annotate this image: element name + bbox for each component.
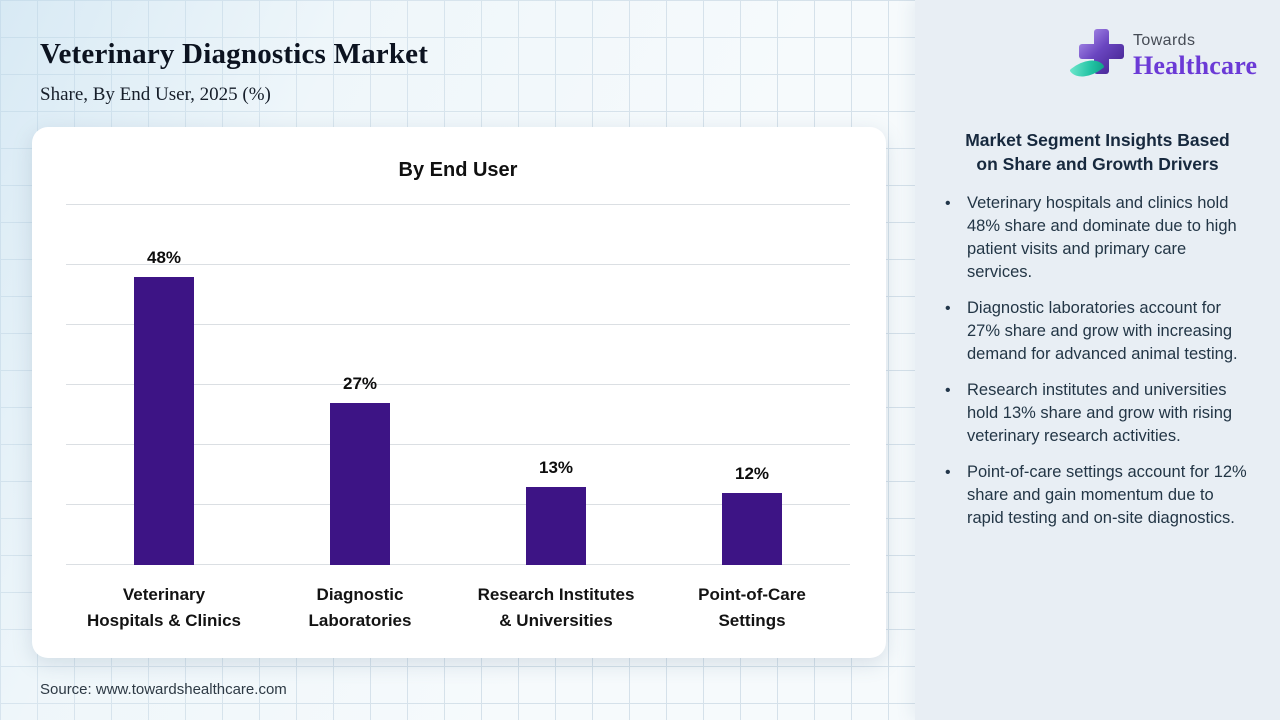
gridline	[66, 384, 850, 385]
source-text: Source: www.towardshealthcare.com	[40, 681, 287, 698]
page-subtitle: Share, By End User, 2025 (%)	[40, 84, 271, 105]
bar-slot: 27%	[262, 205, 458, 565]
logo-text: Towards Healthcare	[1133, 32, 1257, 81]
sidebar-heading-line: on Share and Growth Drivers	[976, 154, 1219, 174]
logo-cross-icon	[1069, 26, 1126, 86]
category-label-line: Laboratories	[308, 611, 412, 630]
gridline	[66, 504, 850, 505]
chart-title: By End User	[398, 159, 518, 181]
gridline	[66, 264, 850, 265]
bullet-dot: •	[945, 300, 951, 317]
page-title: Veterinary Diagnostics Market	[40, 38, 429, 70]
sidebar-heading: Market Segment Insights Based on Share an…	[945, 128, 1250, 176]
logo-line1: Towards	[1133, 32, 1196, 49]
gridline	[66, 204, 850, 205]
insight-text: Veterinary hospitals and clinics hold 48…	[967, 194, 1237, 281]
bar-value-label: 13%	[538, 458, 574, 477]
bar-slot: 13%	[458, 205, 654, 565]
category-label: Diagnostic Laboratories	[262, 582, 458, 634]
category-label: Research Institutes & Universities	[458, 582, 654, 634]
insight-item: • Veterinary hospitals and clinics hold 4…	[945, 192, 1250, 284]
category-axis: Veterinary Hospitals & Clinics Diagnostic L…	[66, 582, 850, 634]
category-label-line: Diagnostic	[316, 585, 404, 604]
insight-item: • Point-of-care settings account for 12% …	[945, 461, 1250, 530]
bar-slot: 48%	[66, 205, 262, 565]
bar	[134, 277, 194, 565]
category-label-line: & Universities	[499, 611, 613, 630]
category-label: Point-of-Care Settings	[654, 582, 850, 634]
bar-value-label: 27%	[342, 374, 378, 393]
category-label-line: Research Institutes	[477, 585, 635, 604]
chart-card: By End User 48% 27% 13% 12% Veterinary Hospi…	[32, 127, 886, 658]
bar	[526, 487, 586, 565]
bar	[330, 403, 390, 565]
insight-item: • Research institutes and universities ho…	[945, 379, 1250, 448]
logo: Towards Healthcare	[1069, 26, 1257, 86]
category-label-line: Point-of-Care	[698, 585, 806, 604]
insight-text: Point-of-care settings account for 12% s…	[967, 463, 1247, 527]
bar	[722, 493, 782, 565]
bar-value-label: 48%	[146, 248, 182, 267]
bar-slot: 12%	[654, 205, 850, 565]
insights-list: • Veterinary hospitals and clinics hold 4…	[945, 192, 1250, 530]
category-label: Veterinary Hospitals & Clinics	[66, 582, 262, 634]
gridline	[66, 324, 850, 325]
bullet-dot: •	[945, 464, 951, 481]
logo-line2: Healthcare	[1133, 51, 1258, 80]
header: Veterinary Diagnostics Market Share, By …	[40, 38, 428, 106]
bar-value-label: 12%	[734, 464, 770, 483]
gridline	[66, 444, 850, 445]
category-label-line: Settings	[718, 611, 786, 630]
category-label-line: Veterinary	[122, 585, 206, 604]
sidebar-heading-line: Market Segment Insights Based	[965, 130, 1230, 150]
insight-text: Research institutes and universities hol…	[967, 381, 1233, 445]
category-label-line: Hospitals & Clinics	[87, 611, 241, 630]
cross-horizontal	[1079, 44, 1124, 59]
bullet-dot: •	[945, 382, 951, 399]
bar-chart-plot: 48% 27% 13% 12%	[66, 204, 850, 565]
gridline	[66, 564, 850, 565]
insight-item: • Diagnostic laboratories account for 27%…	[945, 297, 1250, 366]
bullet-dot: •	[945, 195, 951, 212]
sidebar: Market Segment Insights Based on Share an…	[915, 0, 1280, 720]
insight-text: Diagnostic laboratories account for 27% …	[967, 299, 1238, 363]
